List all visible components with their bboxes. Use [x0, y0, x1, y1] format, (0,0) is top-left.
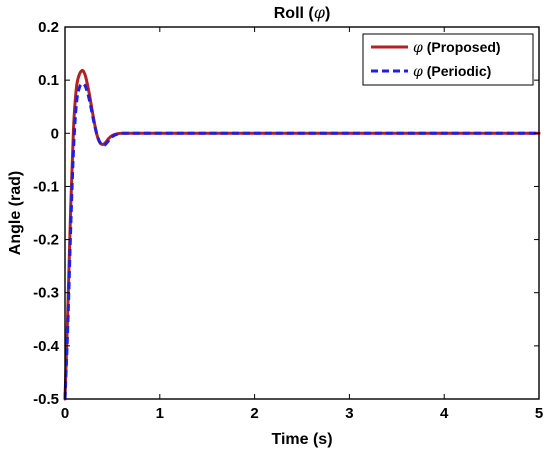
chart-title-symbol: φ: [314, 3, 326, 22]
plot-frame: [64, 26, 540, 400]
y-tick-label: -0.4: [33, 338, 60, 355]
y-tick-label: -0.2: [33, 232, 59, 249]
x-tick-label: 4: [440, 405, 449, 422]
legend-symbol-periodic: φ: [413, 64, 423, 80]
x-tick-label: 5: [535, 405, 543, 422]
y-tick-label: -0.1: [33, 178, 59, 195]
x-axis-label: Time (s): [271, 431, 332, 448]
legend: φ (Proposed) φ (Periodic): [362, 33, 534, 86]
x-tick-label: 3: [345, 405, 353, 422]
legend-label-periodic: φ (Periodic): [413, 63, 491, 80]
y-tick-label: 0: [51, 125, 59, 142]
series-layer: [63, 68, 541, 401]
chart-title-prefix: Roll (: [274, 5, 315, 22]
x-tick-label: 2: [250, 405, 258, 422]
y-tick-label: 0.1: [38, 72, 59, 89]
tick-layer: 0 1 2 3 4 5 -0.5 -0.4 -0.3 -0.2 -0.1 0 0.1 0.2: [33, 19, 543, 422]
y-tick-label: 0.2: [38, 19, 59, 36]
y-axis-label: Angle (rad): [7, 171, 24, 255]
x-tick-label: 1: [156, 405, 164, 422]
chart-title: Roll (φ): [274, 3, 331, 22]
y-tick-label: -0.3: [33, 285, 59, 302]
legend-symbol-proposed: φ: [413, 40, 423, 56]
legend-box: [362, 33, 534, 86]
legend-name-periodic: (Periodic): [427, 63, 492, 79]
plot-area: [65, 27, 539, 399]
series-line-periodic: [63, 82, 539, 400]
legend-name-proposed: (Proposed): [427, 39, 501, 55]
legend-label-proposed: φ (Proposed): [413, 39, 501, 56]
chart-title-suffix: ): [325, 5, 330, 22]
y-tick-label: -0.5: [33, 391, 59, 408]
x-tick-label: 0: [61, 405, 69, 422]
